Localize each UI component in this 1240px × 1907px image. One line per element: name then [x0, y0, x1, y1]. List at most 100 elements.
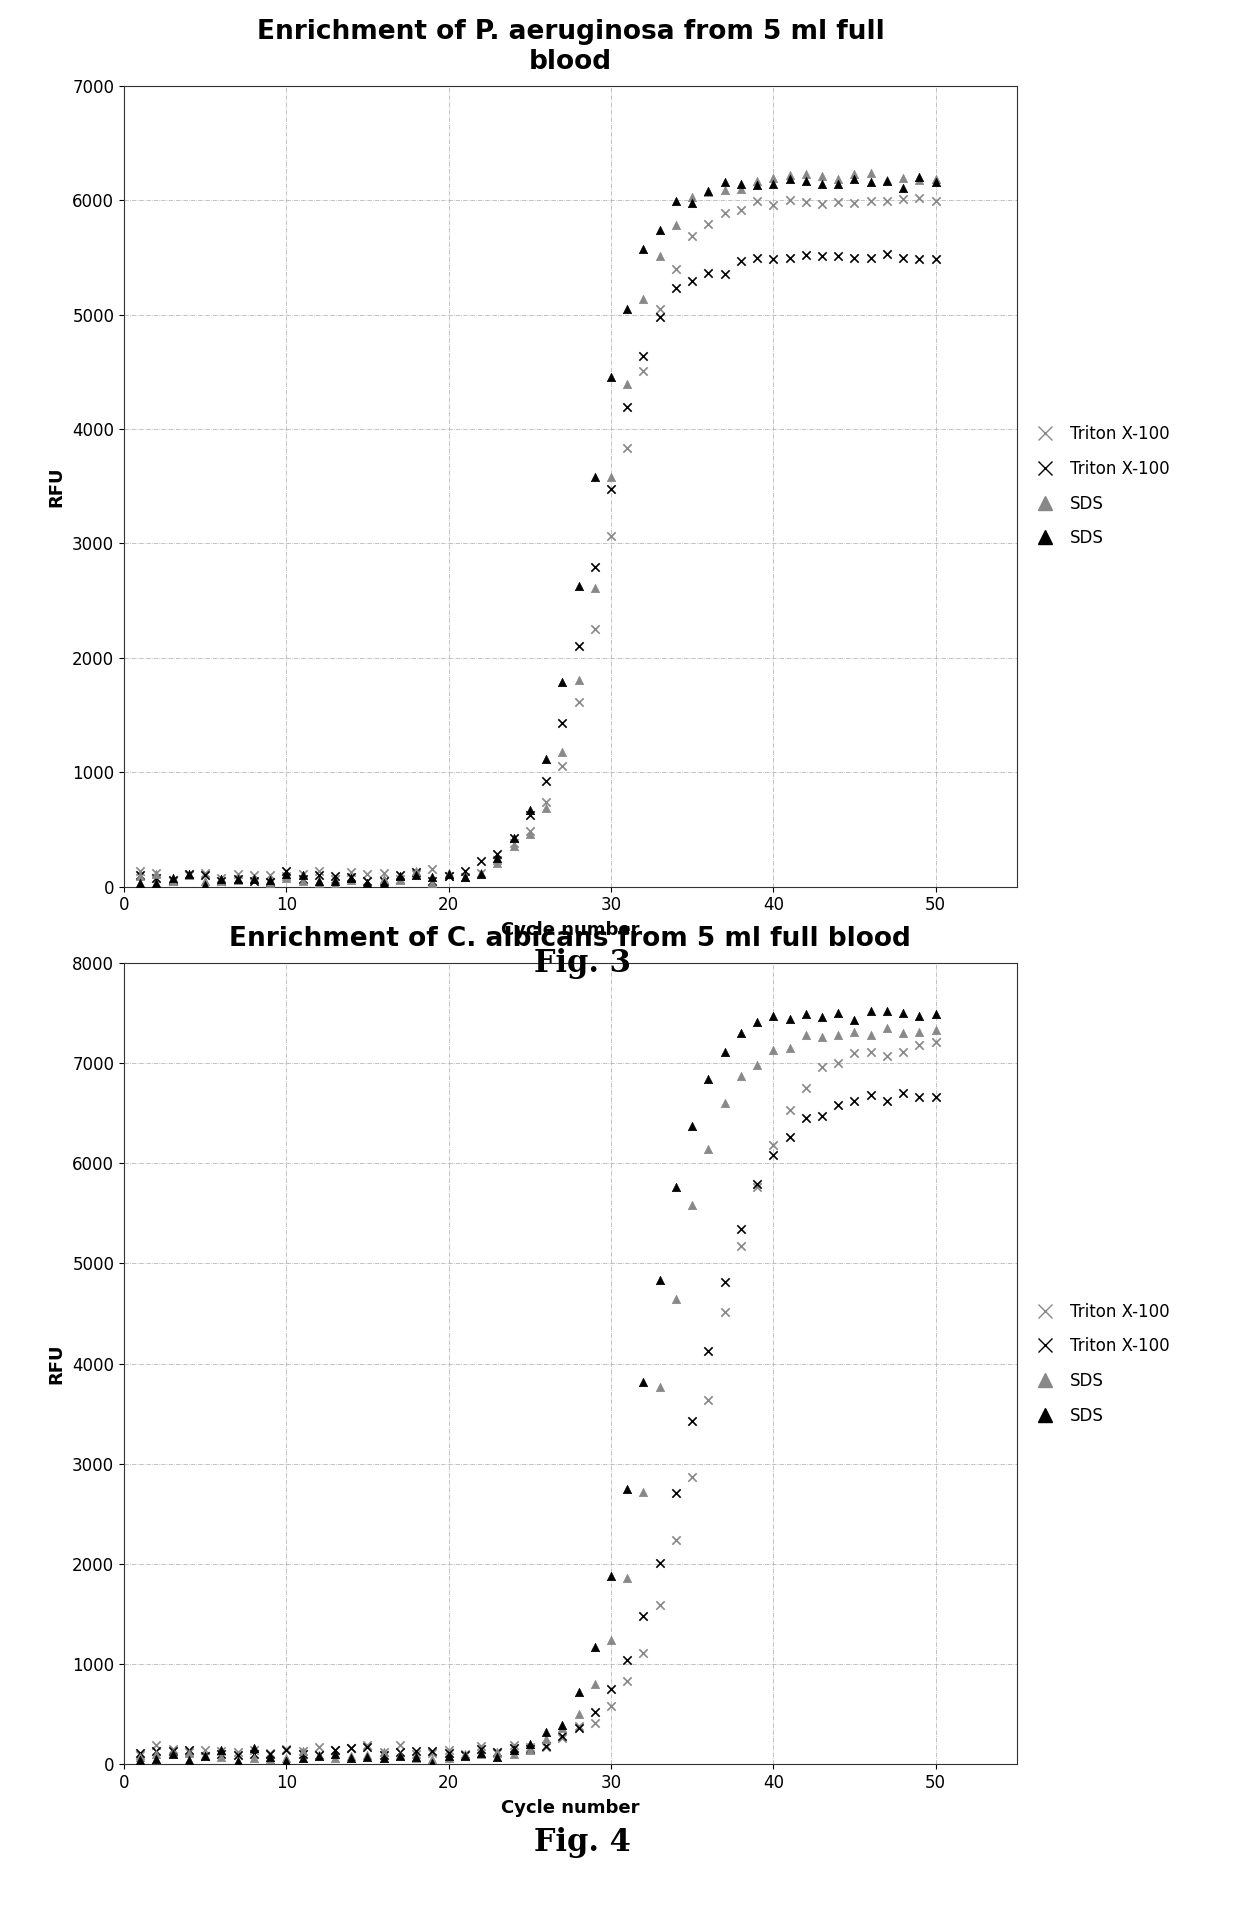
X-axis label: Cycle number: Cycle number: [501, 1798, 640, 1817]
Point: [666, 273, 686, 303]
Point: [926, 185, 946, 215]
Point: [277, 858, 296, 889]
Point: [341, 856, 361, 887]
Point: [471, 858, 491, 889]
Point: [179, 1737, 198, 1768]
Point: [796, 1102, 816, 1133]
Point: [828, 1091, 848, 1121]
Point: [391, 1741, 410, 1772]
Point: [130, 1739, 150, 1770]
Point: [893, 242, 913, 273]
Point: [698, 257, 718, 288]
Point: [357, 868, 377, 898]
Point: [601, 1690, 621, 1720]
Point: [520, 1733, 539, 1764]
Point: [585, 1632, 605, 1663]
Point: [748, 1049, 768, 1079]
Point: [423, 1743, 443, 1774]
Point: [357, 1739, 377, 1770]
Point: [926, 1081, 946, 1112]
Point: [877, 164, 897, 195]
Point: [357, 868, 377, 898]
Point: [277, 1743, 296, 1774]
Point: [325, 866, 345, 896]
Point: [244, 864, 264, 894]
Point: [471, 1737, 491, 1768]
Point: [423, 868, 443, 898]
Point: [212, 864, 232, 894]
Y-axis label: RFU: RFU: [47, 1343, 66, 1384]
Point: [812, 160, 832, 191]
Point: [634, 1602, 653, 1632]
Point: [650, 1548, 670, 1579]
Point: [764, 244, 784, 275]
Point: [341, 1741, 361, 1772]
Point: [455, 856, 475, 887]
Point: [309, 866, 329, 896]
Point: [682, 1463, 702, 1493]
Point: [212, 1735, 232, 1766]
Point: [407, 1741, 427, 1772]
Point: [682, 187, 702, 217]
Point: [520, 795, 539, 826]
Point: [714, 1297, 734, 1327]
Point: [244, 1733, 264, 1764]
Point: [634, 1367, 653, 1398]
Point: [373, 858, 393, 889]
Point: [487, 1741, 507, 1772]
Point: [861, 995, 880, 1026]
Point: [293, 1743, 312, 1774]
Point: [228, 1745, 248, 1775]
Point: [893, 1037, 913, 1068]
Point: [471, 847, 491, 877]
Point: [748, 185, 768, 215]
Point: [748, 166, 768, 196]
Point: [162, 866, 182, 896]
Point: [698, 175, 718, 206]
Point: [439, 1737, 459, 1768]
Point: [618, 433, 637, 463]
Point: [195, 1735, 215, 1766]
Point: [357, 1732, 377, 1762]
Point: [698, 1133, 718, 1163]
Point: [844, 1087, 864, 1118]
Point: [244, 866, 264, 896]
Point: [877, 1041, 897, 1072]
Point: [162, 1737, 182, 1768]
Point: [585, 551, 605, 582]
Point: [439, 1741, 459, 1772]
Point: [682, 1110, 702, 1140]
Point: [796, 166, 816, 196]
Point: [277, 1735, 296, 1766]
Point: [909, 244, 929, 275]
Point: [698, 208, 718, 238]
Point: [195, 1741, 215, 1772]
Point: [520, 816, 539, 847]
Point: [130, 1745, 150, 1775]
Point: [618, 294, 637, 324]
Point: [162, 1733, 182, 1764]
Point: [260, 1737, 280, 1768]
Point: [228, 1739, 248, 1770]
Point: [309, 1739, 329, 1770]
Point: [423, 1735, 443, 1766]
Point: [618, 1564, 637, 1594]
Point: [146, 858, 166, 889]
Point: [373, 1743, 393, 1774]
Point: [650, 214, 670, 244]
Point: [423, 1749, 443, 1779]
Point: [666, 1283, 686, 1314]
Point: [926, 1026, 946, 1056]
Point: [146, 868, 166, 898]
Point: [536, 1732, 556, 1762]
Point: [293, 858, 312, 889]
Point: [244, 864, 264, 894]
Point: [293, 1735, 312, 1766]
Point: [503, 1732, 523, 1762]
Point: [423, 852, 443, 883]
Point: [391, 1730, 410, 1760]
Point: [666, 1524, 686, 1554]
Point: [585, 1697, 605, 1728]
Point: [423, 866, 443, 896]
Point: [179, 1737, 198, 1768]
